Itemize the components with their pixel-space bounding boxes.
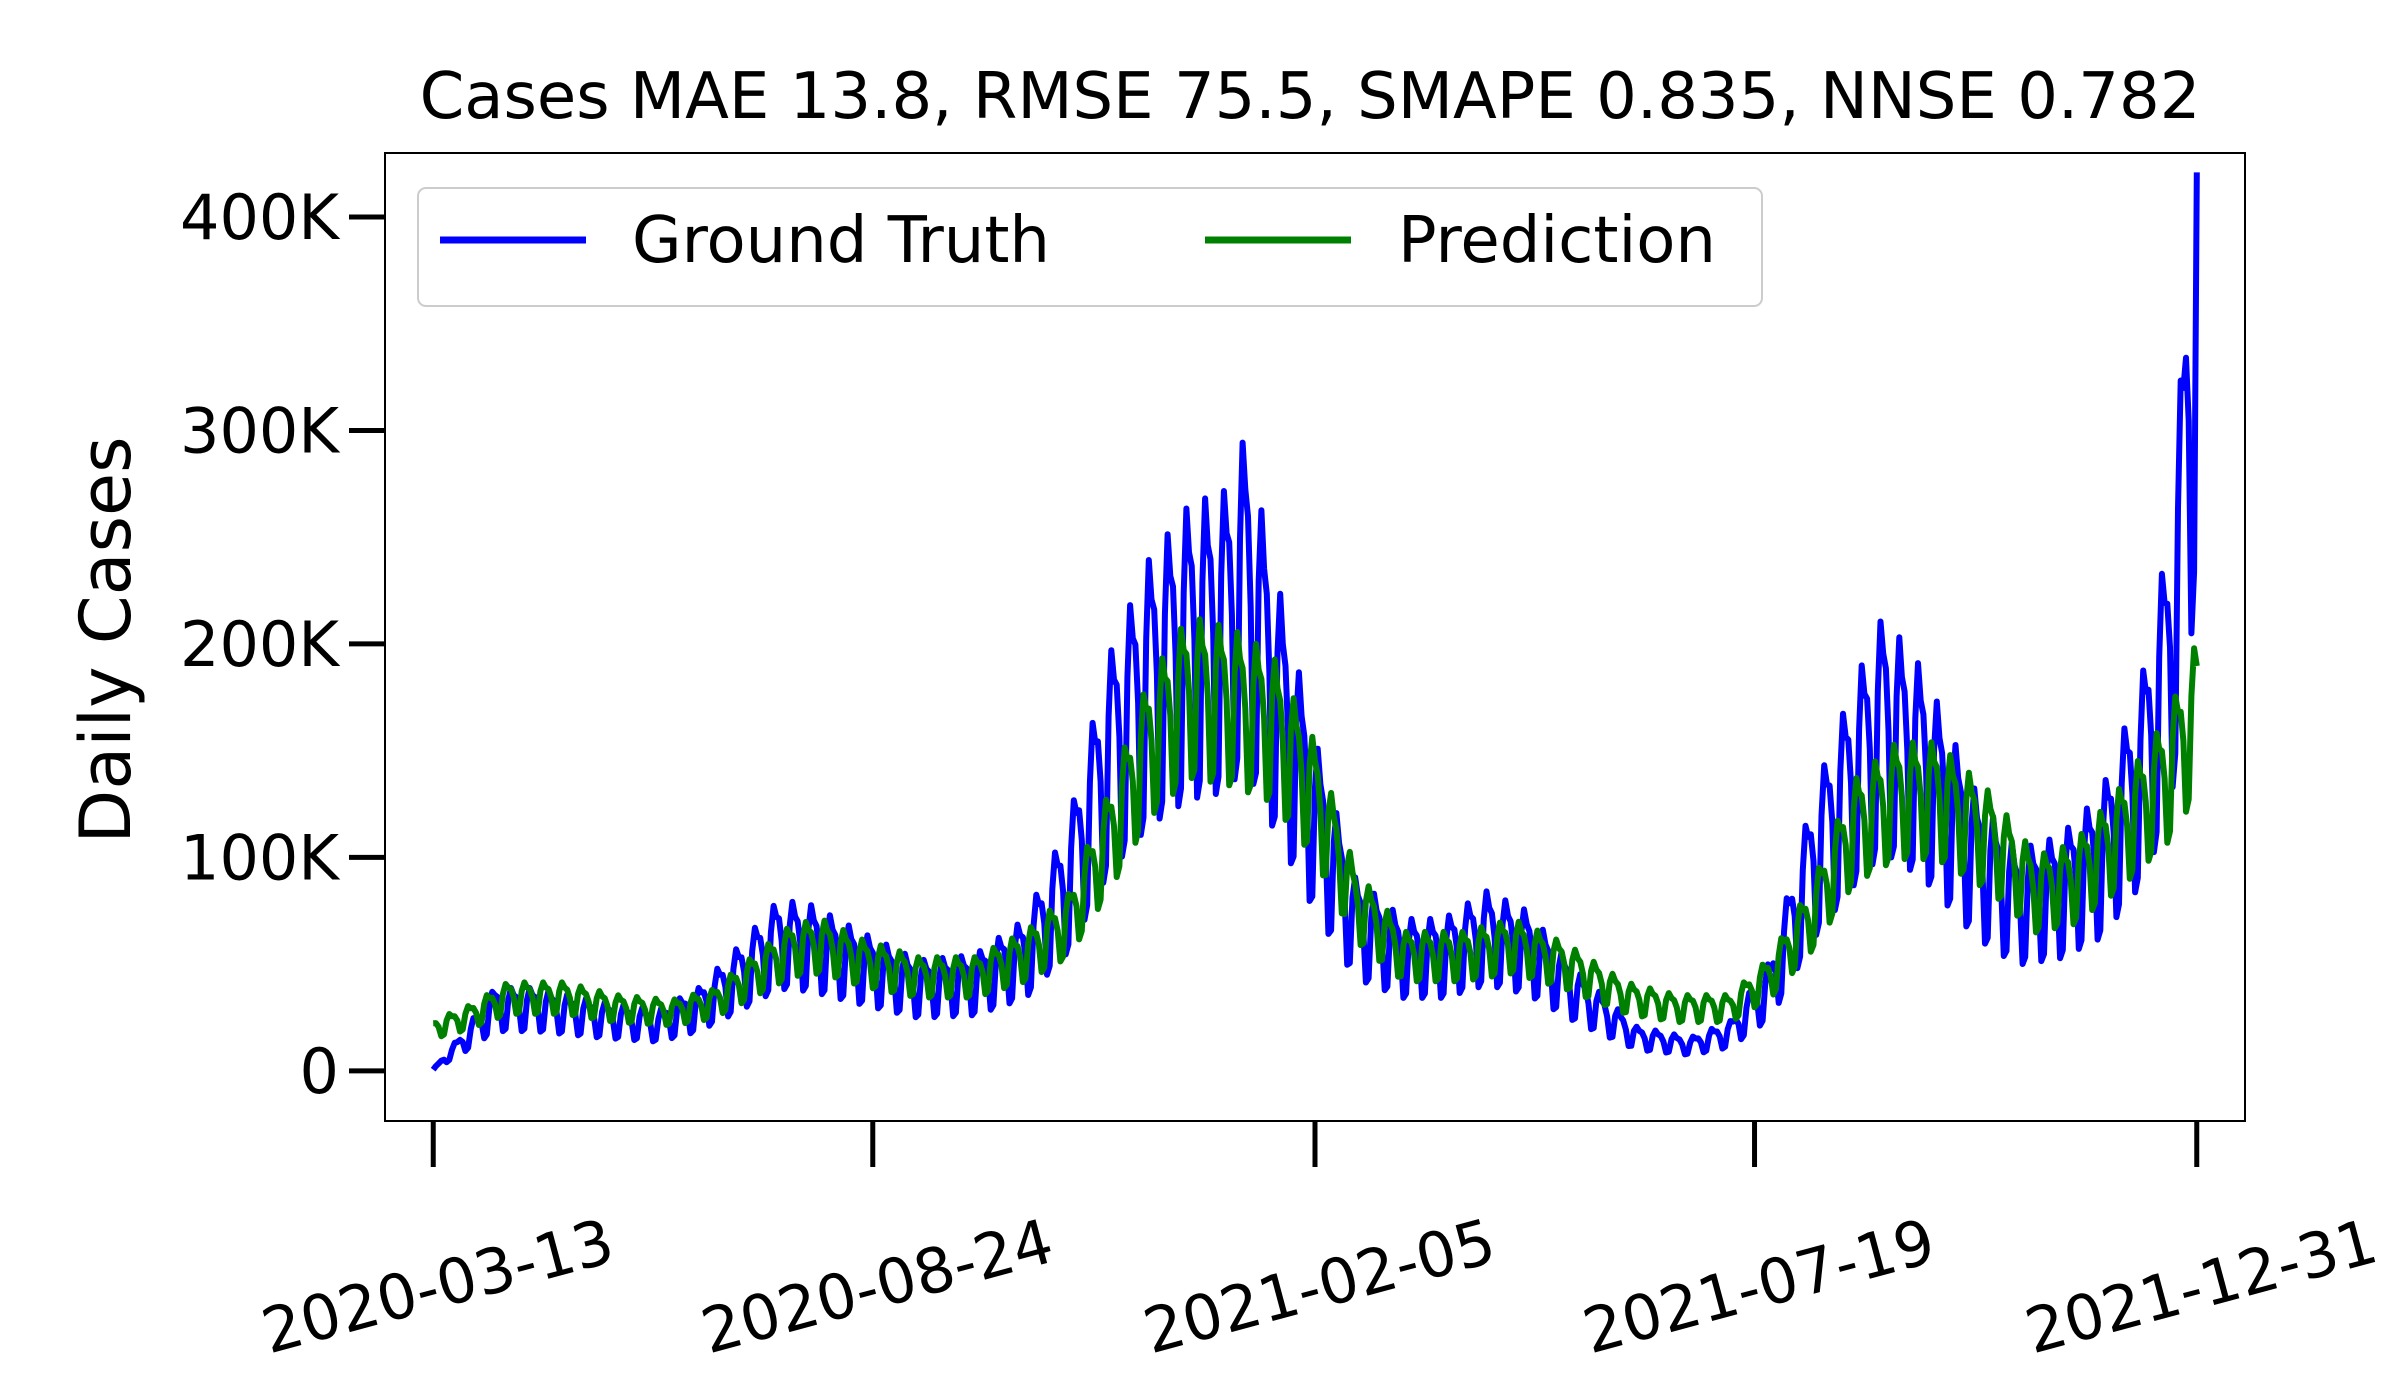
y-tick-label: 0 [300,1035,339,1108]
y-tick-label: 300K [180,394,340,467]
y-tick-label: 100K [180,821,340,894]
series-layer [430,172,2200,1072]
y-tick-label: 400K [180,181,340,254]
series-line-prediction [432,616,2200,1040]
legend-box [417,187,1763,307]
legend-label-ground-truth: Ground Truth [632,204,1050,278]
y-axis-label: Daily Cases [65,436,147,843]
chart-title: Cases MAE 13.8, RMSE 75.5, SMAPE 0.835, … [420,60,2201,134]
legend: Ground Truth Prediction [417,187,1763,307]
y-tick-label: 200K [180,608,340,681]
legend-label-prediction: Prediction [1398,204,1716,278]
y-axis: 0 100K 200K 300K 400K [180,181,385,1108]
